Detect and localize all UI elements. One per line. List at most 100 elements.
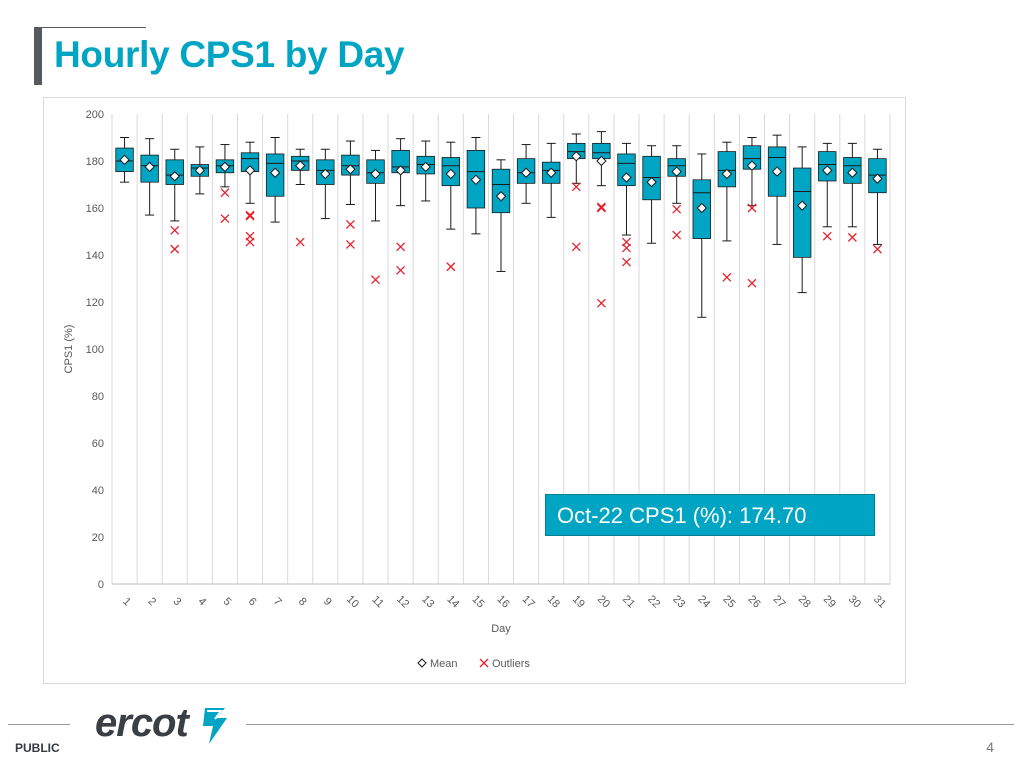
mean-marker — [470, 174, 482, 186]
x-tick-label: 6 — [246, 595, 259, 608]
outlier-marker — [245, 211, 255, 221]
mean-marker — [847, 167, 858, 178]
x-tick-label: 7 — [271, 595, 284, 608]
x-tick-label: 29 — [821, 593, 838, 610]
outlier-marker — [622, 257, 631, 267]
page-title: Hourly CPS1 by Day — [54, 34, 405, 75]
x-tick-label: 18 — [545, 593, 562, 610]
outlier-marker — [571, 242, 581, 252]
x-tick-label: 24 — [695, 593, 712, 610]
outlier-marker — [170, 225, 180, 235]
outlier-marker — [672, 204, 682, 214]
x-tick-label: 10 — [344, 593, 361, 610]
mean-marker — [445, 168, 457, 180]
x-tick-label: 11 — [369, 594, 386, 611]
mean-marker — [596, 155, 607, 167]
y-tick-label: 180 — [86, 156, 104, 168]
mean-marker — [872, 173, 883, 184]
footer-divider-right — [246, 724, 1014, 725]
outlier-marker — [245, 210, 255, 220]
cps1-summary-callout: Oct-22 CPS1 (%): 174.70 — [545, 494, 875, 536]
x-tick-label: 28 — [796, 593, 813, 610]
chart-frame: 0 20 40 60 80 100 120 140 160 180 200 CPS1 (%) 1 2 3 4 5… — [43, 97, 906, 684]
x-axis-label: Day — [491, 623, 511, 635]
outlier-marker — [245, 237, 255, 247]
x-tick-label: 2 — [145, 595, 158, 608]
legend-outlier-icon — [479, 658, 489, 668]
x-tick-label: 22 — [645, 593, 662, 610]
x-tick-label: 12 — [394, 593, 411, 610]
x-tick-label: 19 — [570, 593, 587, 610]
mean-marker — [370, 168, 381, 180]
x-tick-label: 15 — [469, 593, 486, 610]
x-tick-label: 8 — [296, 595, 309, 608]
x-tick-label: 3 — [170, 595, 183, 608]
outlier-marker — [596, 298, 606, 308]
legend-outliers-label: Outliers — [492, 658, 530, 670]
x-tick-label: 26 — [746, 593, 763, 610]
ercot-bolt-icon — [203, 708, 227, 744]
y-tick-label: 40 — [92, 485, 104, 497]
outlier-marker — [396, 265, 406, 275]
x-tick-label: 16 — [495, 593, 512, 610]
x-tick-label: 30 — [846, 593, 863, 610]
title-rule — [42, 27, 146, 28]
y-tick-label: 200 — [86, 109, 104, 121]
outlier-marker — [722, 272, 732, 282]
y-tick-label: 120 — [86, 297, 104, 309]
mean-marker — [395, 165, 406, 176]
mean-marker — [219, 161, 231, 173]
outlier-marker — [345, 239, 355, 249]
y-tick-label: 100 — [86, 344, 104, 356]
mean-marker — [345, 164, 356, 175]
x-tick-label: 9 — [321, 595, 334, 608]
mean-marker — [646, 176, 657, 188]
classification-label: PUBLIC — [15, 741, 60, 755]
mean-marker — [520, 167, 532, 178]
outlier-marker — [220, 188, 230, 198]
mean-marker — [144, 161, 155, 173]
x-tick-label: 17 — [520, 593, 537, 610]
outlier-marker — [747, 278, 757, 288]
mean-marker — [822, 165, 833, 176]
y-tick-label: 0 — [98, 579, 104, 591]
mean-marker — [746, 160, 758, 171]
mean-marker — [771, 166, 783, 177]
x-tick-label: 14 — [444, 593, 461, 610]
x-tick-label: 1 — [120, 595, 133, 608]
mean-marker — [571, 151, 582, 162]
mean-marker — [320, 168, 331, 180]
x-tick-label: 5 — [221, 595, 234, 608]
outlier-marker — [170, 244, 180, 254]
box-day-28 — [792, 167, 812, 258]
mean-marker — [420, 161, 431, 173]
mean-marker — [169, 171, 180, 182]
mean-marker — [295, 160, 306, 171]
x-tick-label: 21 — [620, 593, 637, 610]
x-tick-label: 23 — [670, 593, 687, 610]
mean-marker — [671, 166, 682, 177]
ercot-logo: ercot — [95, 701, 227, 745]
title-accent-bar — [34, 27, 42, 85]
outlier-marker — [622, 243, 631, 253]
mean-marker — [796, 200, 808, 211]
x-tick-label: 27 — [771, 593, 788, 610]
y-tick-label: 20 — [92, 532, 104, 544]
y-axis-label: CPS1 (%) — [63, 325, 75, 374]
outlier-marker — [571, 182, 581, 192]
y-tick-label: 160 — [86, 203, 104, 215]
outlier-marker — [596, 202, 606, 212]
y-tick-label: 60 — [92, 438, 104, 450]
legend-mean-label: Mean — [430, 658, 458, 670]
outlier-marker — [596, 203, 606, 213]
mean-marker — [119, 154, 130, 166]
outlier-marker — [446, 262, 456, 272]
svg-text:ercot: ercot — [95, 701, 190, 745]
x-tick-label: 31 — [871, 593, 888, 610]
outlier-marker — [747, 203, 757, 213]
mean-marker — [545, 167, 557, 178]
y-tick-label: 140 — [86, 250, 104, 262]
x-tick-label: 13 — [419, 593, 436, 610]
mean-marker — [194, 165, 206, 176]
